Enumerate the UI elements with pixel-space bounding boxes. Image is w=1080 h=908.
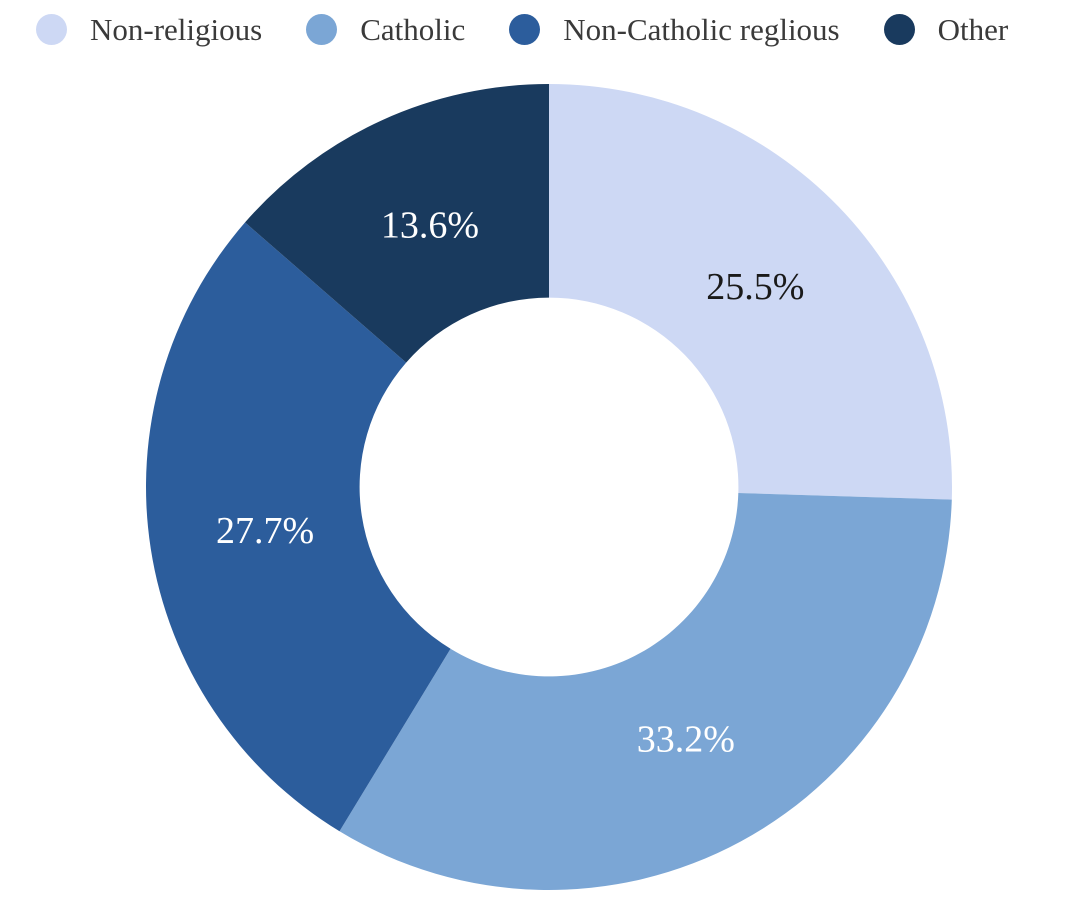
donut-slice-catholic[interactable]: [339, 492, 952, 890]
legend-item-other[interactable]: Other: [883, 12, 1009, 47]
legend-item-non-religious[interactable]: Non-religious: [36, 14, 262, 45]
legend-swatch-icon: [306, 14, 338, 45]
slice-value-label: 13.6%: [381, 205, 479, 247]
slice-value-label: 33.2%: [637, 719, 735, 761]
legend-label: Non-religious: [90, 12, 263, 47]
legend-label: Other: [937, 12, 1009, 47]
slice-value-label: 27.7%: [216, 510, 314, 552]
legend: Non-religious Catholic Non-Catholic regl…: [36, 14, 1008, 45]
legend-item-catholic[interactable]: Catholic: [306, 14, 465, 45]
donut-slice-other[interactable]: [245, 84, 550, 363]
legend-swatch-icon: [883, 14, 915, 45]
legend-label: Non-Catholic reglious: [563, 12, 840, 47]
slice-value-label: 25.5%: [706, 266, 804, 308]
legend-swatch-icon: [509, 14, 541, 45]
legend-swatch-icon: [36, 14, 67, 45]
legend-item-non-catholic-religious[interactable]: Non-Catholic reglious: [509, 12, 840, 47]
legend-label: Catholic: [360, 12, 466, 47]
donut-slice-non-catholic-reglious[interactable]: [146, 222, 451, 832]
donut-slice-non-religious[interactable]: [549, 84, 952, 500]
